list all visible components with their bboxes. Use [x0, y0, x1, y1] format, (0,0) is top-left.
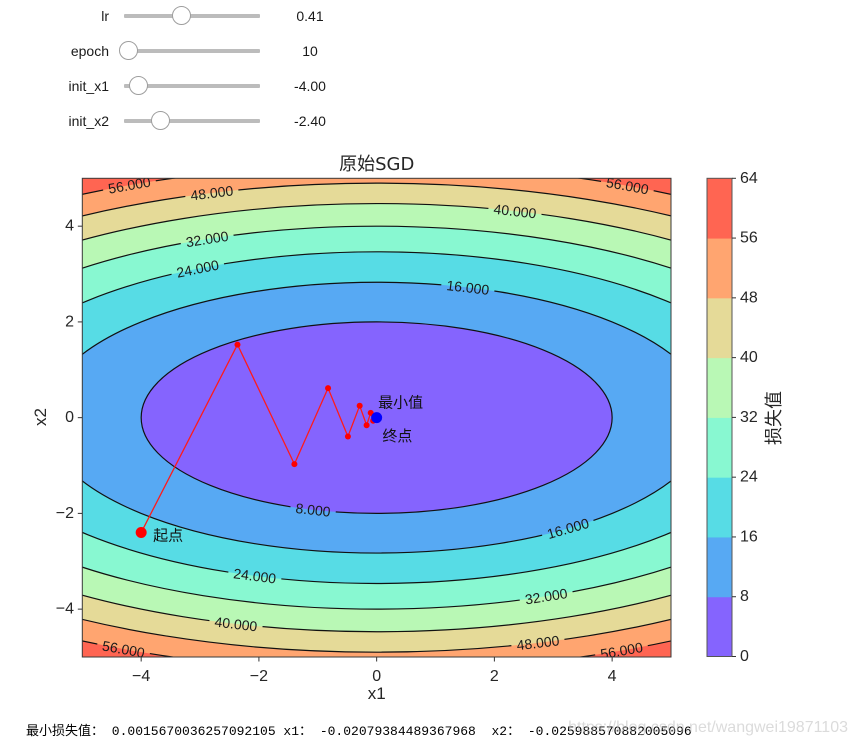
slider-label: lr: [101, 8, 109, 24]
y-axis-label: x2: [31, 408, 50, 426]
minimum-annotation: 最小值: [378, 394, 423, 412]
colorbar-tick-label: 64: [740, 170, 758, 187]
slider-label: epoch: [70, 43, 109, 59]
slider-value: -4.00: [294, 78, 326, 94]
colorbar-tick-label: 56: [740, 230, 758, 247]
colorbar-band-24-32: [707, 417, 732, 478]
contour-label: 24.000: [233, 565, 278, 586]
controls-panel: lr 0.41 epoch 10 init_x1 -4.00 init_x2 -…: [0, 0, 360, 140]
contour-line-8: [140, 321, 613, 514]
start-annotation: 起点: [153, 527, 183, 545]
trajectory-point: [325, 385, 332, 392]
colorbar-tick-label: 24: [740, 469, 758, 486]
plot-area: 56.000 48.000 56.000 40.000 32.000 24.000 16.0…: [82, 178, 672, 662]
contour-fills: [82, 178, 672, 658]
contour-labels: 56.000 48.000 56.000 40.000 32.000 24.000 16.0…: [101, 178, 650, 662]
start-point-marker: [135, 527, 147, 539]
colorbar-band-8-16: [707, 536, 732, 598]
markers: [135, 412, 383, 539]
contour-line-16: [82, 281, 672, 554]
minimum-point-marker: [371, 412, 383, 424]
contour-lines: [82, 178, 672, 658]
colorbar-tick-label: 16: [740, 528, 758, 545]
x-tick-label: 2: [490, 668, 499, 685]
annotations: 起点 最小值 终点: [153, 394, 423, 545]
contour-label: 48.000: [190, 182, 235, 203]
chart-title: 原始SGD: [339, 154, 414, 175]
y-tick-label: −2: [56, 505, 74, 522]
contour-label: 48.000: [516, 632, 561, 653]
colorbar-tick-label: 32: [740, 409, 758, 426]
slider-value: 0.41: [296, 8, 324, 24]
colorbar-tick-label: 40: [740, 349, 758, 366]
contour-label: 40.000: [214, 614, 259, 635]
contour-label: 16.000: [446, 277, 491, 298]
slider-lr: lr 0.41: [0, 4, 360, 28]
end-annotation: 终点: [382, 427, 412, 445]
y-tick-label: 2: [65, 313, 74, 330]
x-tick-label: 0: [372, 668, 381, 685]
contour-label: 40.000: [493, 201, 538, 222]
contour-line-24: [82, 251, 672, 585]
contour-label: 8.000: [295, 500, 332, 520]
slider-label: init_x1: [68, 78, 109, 94]
colorbar-band-56-64: [707, 178, 732, 239]
result-output: 最小损失值： 0.0015670036257092105 x1： -0.0207…: [26, 724, 692, 739]
contour-label: 32.000: [185, 228, 230, 250]
y-axis: −4 −2 0 2 4: [56, 218, 83, 618]
contour-line-48: [82, 182, 672, 653]
slider-track[interactable]: [124, 111, 260, 130]
slider-value: 10: [302, 43, 318, 59]
x-tick-label: −4: [132, 668, 150, 685]
contour-line-40: [82, 203, 672, 633]
contour-chart: 原始SGD 56.000 48.000 56.00040.00032.00024.0…: [31, 154, 785, 703]
trajectory-point: [344, 433, 351, 440]
x-axis: −4 −2 0 2 4: [132, 657, 617, 685]
y-tick-label: −4: [56, 601, 74, 618]
contour-label: 32.000: [524, 585, 569, 607]
slider-value: -2.40: [294, 113, 326, 129]
colorbar-band-0-8: [707, 596, 732, 657]
trajectory-point: [363, 422, 370, 429]
y-tick-label: 0: [65, 409, 74, 426]
colorbar-tick-label: 8: [740, 588, 749, 605]
slider-track[interactable]: [118, 41, 260, 60]
slider-init-x1: init_x1 -4.00: [0, 74, 360, 98]
colorbar-band-40-48: [707, 297, 732, 359]
slider-track[interactable]: [124, 76, 260, 95]
contour-label: 56.000: [101, 637, 146, 660]
watermark: https://blog.csdn.net/wangwei19871103: [568, 719, 848, 736]
slider-init-x2: init_x2 -2.40: [0, 109, 360, 133]
x-axis-label: x1: [368, 684, 386, 703]
trajectory-point: [234, 341, 241, 348]
colorbar-label: 损失值: [764, 391, 785, 445]
trajectory-point: [291, 461, 298, 468]
slider-thumb[interactable]: [150, 111, 170, 130]
colorbar-band-16-24: [707, 477, 732, 538]
colorbar: 0 8 16 24 32 40 48 56 64: [706, 170, 758, 665]
slider-label: init_x2: [68, 113, 109, 129]
x-tick-label: −2: [250, 668, 268, 685]
y-tick-label: 4: [65, 218, 74, 235]
colorbar-tick-label: 0: [740, 648, 749, 665]
slider-thumb[interactable]: [118, 41, 138, 60]
colorbar-tick-label: 48: [740, 289, 758, 306]
colorbar-band-32-40: [707, 357, 732, 418]
x-tick-label: 4: [608, 668, 617, 685]
slider-thumb[interactable]: [171, 6, 191, 25]
colorbar-band-48-56: [707, 238, 732, 299]
slider-thumb[interactable]: [129, 76, 149, 95]
trajectory-point: [356, 402, 363, 409]
slider-track[interactable]: [124, 6, 260, 25]
slider-epoch: epoch 10: [0, 39, 360, 63]
contour-label: 56.000: [599, 639, 644, 662]
contour-line-32: [82, 225, 672, 610]
